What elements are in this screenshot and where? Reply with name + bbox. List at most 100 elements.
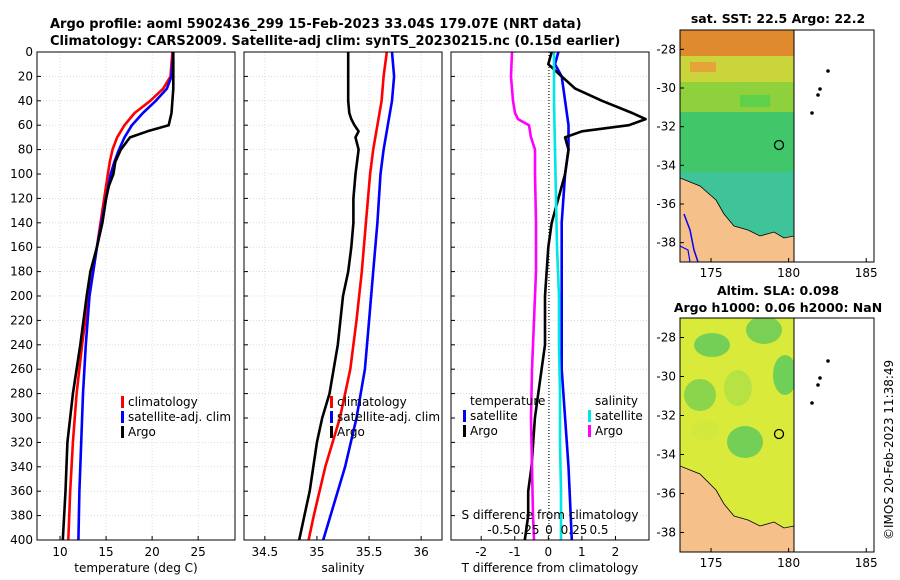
x-tick-label: -1 <box>509 545 521 559</box>
temperature-series <box>61 52 175 540</box>
depth-tick-label: 140 <box>10 216 33 230</box>
map-x-tick-label: 180 <box>777 266 800 280</box>
temperature-xlabel: temperature (deg C) <box>74 561 197 575</box>
depth-axis-labels: 0 20 40 60 80 100 120 140 160 180 200 220 240 260 280 3… <box>10 45 33 547</box>
depth-tick-label: 40 <box>18 94 33 108</box>
salinity-diff-ticks: -0.5-0.25 0 0.25 0.5 <box>487 523 608 537</box>
x-tick-label: 10 <box>52 545 67 559</box>
depth-tick-label: 360 <box>10 484 33 498</box>
x-tick-label: 0 <box>545 545 553 559</box>
series-s-satellite <box>552 52 563 540</box>
depth-tick-label: 0 <box>25 45 33 59</box>
series-satellite-adj-clim <box>321 52 396 540</box>
series-climatology <box>67 52 174 540</box>
legend-satellite: satellite-adj. clim <box>128 410 231 424</box>
map-y-tick-label: -34 <box>656 158 676 172</box>
salinity-grid <box>244 51 442 541</box>
sst-field <box>680 30 794 262</box>
island-dot <box>818 87 822 91</box>
depth-tick-label: 380 <box>10 509 33 523</box>
title-line-1: Argo profile: aoml 5902436_299 15-Feb-20… <box>50 17 582 32</box>
map-y-tick-label: -30 <box>656 81 676 95</box>
difference-legend: temperature satellite Argo salinity sate… <box>463 394 643 438</box>
legend-t-argo: Argo <box>470 424 498 438</box>
island-dot <box>826 359 830 363</box>
map-y-tick-label: -32 <box>656 120 676 134</box>
depth-tick-label: 20 <box>18 69 33 83</box>
legend-climatology: climatology <box>128 395 198 409</box>
salinity-panel: 34.5 35 35.5 36 salinity climatology satell… <box>243 51 443 575</box>
salinity-xlabel: salinity <box>321 561 364 575</box>
depth-tick-label: 180 <box>10 265 33 279</box>
map-y-tick-label: -28 <box>656 42 676 56</box>
depth-tick-label: 340 <box>10 460 33 474</box>
legend-temperature-title: temperature <box>470 394 545 408</box>
legend-swatch-t-satellite <box>463 410 466 422</box>
temperature-frame <box>36 51 236 541</box>
map-y-tick-label: -32 <box>656 409 676 423</box>
difference-panel: -2 -1 0 1 2 -0.5-0.25 0 0.25 0.5 S difference f… <box>450 51 650 575</box>
series-argo <box>61 52 175 540</box>
sla-map: Altim. SLA: 0.098 Argo h1000: 0.06 h2000… <box>656 283 882 570</box>
depth-tick-label: 280 <box>10 387 33 401</box>
x-tick-label: 35 <box>309 545 324 559</box>
legend-t-satellite: satellite <box>470 409 518 423</box>
salinity-series <box>297 52 396 540</box>
salinity-frame <box>243 51 443 541</box>
sla-map-ticks: 175 180 185 -28 -30 -32 -34 -36 -38 <box>656 331 877 571</box>
x-tick-label: 2 <box>612 545 620 559</box>
s-diff-tick-label: -0.25 <box>508 523 539 537</box>
legend-argo: Argo <box>337 425 365 439</box>
legend-swatch-climatology <box>330 396 333 408</box>
map-x-tick-label: 185 <box>855 556 878 570</box>
nz-landmass <box>680 177 794 262</box>
difference-frame <box>450 51 650 541</box>
salinity-xticks: 34.5 35 35.5 36 <box>251 536 429 559</box>
depth-tick-label: 200 <box>10 289 33 303</box>
map-x-tick-label: 185 <box>855 266 878 280</box>
x-tick-label: 35.5 <box>356 545 383 559</box>
x-tick-label: 34.5 <box>251 545 278 559</box>
s-diff-tick-label: 0.25 <box>561 523 588 537</box>
legend-swatch-s-argo <box>588 425 591 437</box>
x-tick-label: -2 <box>475 545 487 559</box>
legend-swatch-t-argo <box>463 425 466 437</box>
argo-float-marker <box>773 428 785 440</box>
sst-map-title: sat. SST: 22.5 Argo: 22.2 <box>691 11 865 26</box>
map-x-tick-label: 175 <box>700 266 723 280</box>
series-climatology <box>307 52 389 540</box>
island-dot <box>826 69 830 73</box>
depth-tick-label: 80 <box>18 143 33 157</box>
series-argo <box>297 52 360 540</box>
x-tick-label: 36 <box>414 545 429 559</box>
map-y-tick-label: -36 <box>656 487 676 501</box>
s-diff-label: S difference from climatology <box>462 508 639 522</box>
depth-tick-label: 60 <box>18 118 33 132</box>
salinity-legend: climatology satellite-adj. clim Argo <box>330 395 440 439</box>
depth-tick-label: 160 <box>10 240 33 254</box>
sst-contour <box>683 213 699 262</box>
map-y-tick-label: -38 <box>656 526 676 540</box>
x-tick-label: 15 <box>98 545 113 559</box>
legend-swatch-s-satellite <box>588 410 591 422</box>
depth-tick-label: 400 <box>10 533 33 547</box>
temperature-panel: 10 15 20 25 temperature (deg C) climatology… <box>36 51 236 575</box>
map-y-tick-label: -28 <box>656 331 676 345</box>
island-dot <box>816 383 820 387</box>
island-dot <box>810 401 814 405</box>
legend-swatch-climatology <box>121 396 124 408</box>
difference-xticks: -2 -1 0 1 2 <box>475 536 619 559</box>
legend-s-satellite: satellite <box>595 409 643 423</box>
argo-float-marker <box>773 139 785 151</box>
map-y-tick-label: -38 <box>656 236 676 250</box>
copyright-label: ©IMOS 20-Feb-2023 11:38:49 <box>882 360 896 540</box>
map-y-tick-label: -36 <box>656 197 676 211</box>
depth-tick-label: 120 <box>10 191 33 205</box>
s-diff-tick-label: 0 <box>545 523 553 537</box>
legend-salinity-title: salinity <box>595 394 638 408</box>
x-tick-label: 20 <box>144 545 159 559</box>
map-x-tick-label: 180 <box>777 556 800 570</box>
depth-tick-label: 300 <box>10 411 33 425</box>
series-t-argo <box>523 52 647 540</box>
sla-map-extent <box>793 317 875 553</box>
